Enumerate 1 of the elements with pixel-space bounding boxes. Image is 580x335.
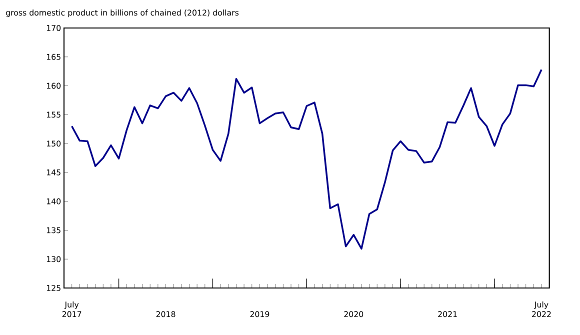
line-series — [70, 68, 542, 250]
